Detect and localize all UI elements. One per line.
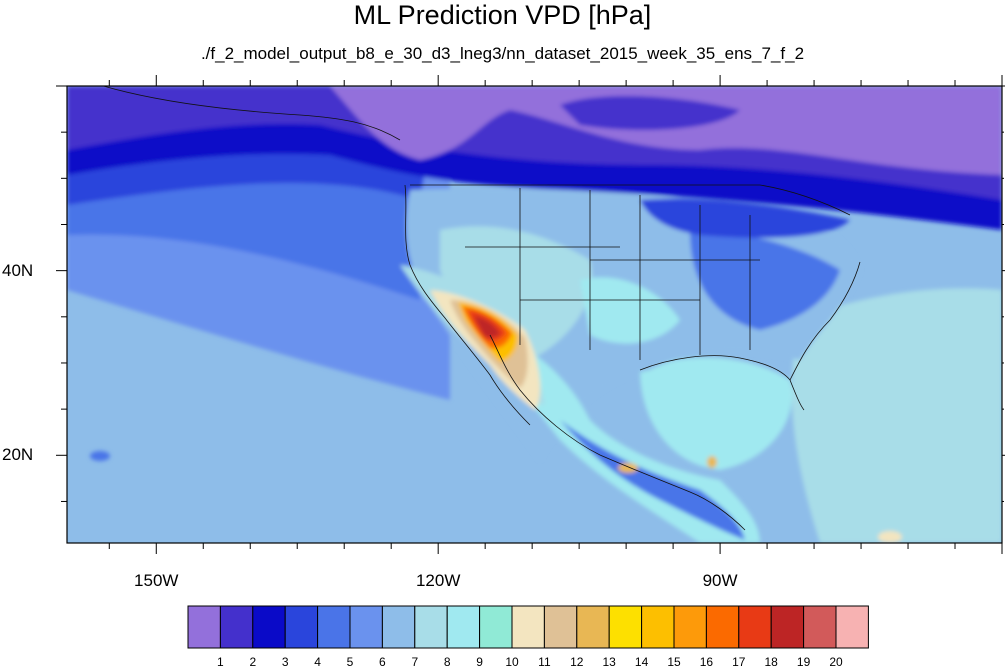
colorbar-swatch bbox=[543, 605, 578, 649]
colorbar-swatch bbox=[349, 605, 383, 649]
colorbar-swatch bbox=[479, 605, 513, 649]
vpd-field-plains bbox=[580, 277, 680, 344]
colorbar-label: 11 bbox=[538, 655, 551, 669]
colorbar-swatch bbox=[252, 605, 286, 649]
colorbar-swatch bbox=[381, 605, 416, 649]
colorbar-label: 8 bbox=[443, 655, 451, 669]
vpd-spot-mexico-2 bbox=[707, 456, 717, 468]
colorbar-swatch bbox=[608, 605, 643, 649]
colorbar-swatch bbox=[511, 605, 545, 649]
colorbar-swatch bbox=[673, 605, 707, 649]
colorbar-swatch bbox=[738, 605, 772, 649]
vpd-field-level-18 bbox=[474, 316, 500, 338]
colorbar-label: 20 bbox=[829, 655, 843, 669]
vpd-spot-hawaii bbox=[90, 451, 110, 461]
colorbar-label: 9 bbox=[476, 655, 483, 669]
lat-tick-label: 40N bbox=[2, 260, 34, 280]
colorbar-label: 10 bbox=[505, 655, 519, 669]
vpd-field-east bbox=[690, 230, 840, 330]
map-frame bbox=[66, 85, 1003, 544]
vpd-field-level-1 bbox=[330, 86, 1002, 175]
colorbar-swatch bbox=[835, 605, 869, 649]
colorbar-label: 13 bbox=[602, 655, 616, 669]
vpd-field-gulf bbox=[640, 357, 792, 470]
vpd-field-greatlakes bbox=[640, 198, 850, 238]
colorbar-swatch bbox=[576, 605, 610, 649]
colorbar-swatch bbox=[219, 605, 254, 649]
colorbar-label: 12 bbox=[570, 655, 584, 669]
colorbar-label: 3 bbox=[281, 655, 289, 669]
map-title: ML Prediction VPD [hPa] bbox=[353, 0, 652, 30]
colorbar-label: 4 bbox=[314, 655, 321, 669]
colorbar-swatch bbox=[705, 605, 740, 649]
lon-tick-label: 120W bbox=[415, 571, 461, 590]
lat-tick-label: 20N bbox=[2, 445, 34, 465]
coastlines bbox=[102, 86, 861, 531]
colorbar-swatch bbox=[803, 605, 837, 649]
colorbar-label: 5 bbox=[346, 655, 354, 669]
colorbar-label: 2 bbox=[249, 655, 257, 669]
vpd-field-atlantic bbox=[791, 288, 1002, 543]
vpd-spot-mexico-1 bbox=[618, 463, 638, 473]
colorbar-label: 6 bbox=[379, 655, 386, 669]
colorbar-swatch bbox=[284, 605, 319, 649]
vpd-spot-caribbean bbox=[878, 531, 902, 543]
colorbar-label: 17 bbox=[732, 655, 746, 669]
colorbar-swatch bbox=[446, 605, 481, 649]
colorbar-label: 15 bbox=[667, 655, 681, 669]
colorbar-label: 7 bbox=[411, 655, 419, 669]
lon-tick-label: 90W bbox=[702, 571, 738, 590]
lon-tick-label: 150W bbox=[134, 571, 179, 590]
vpd-field-mexico-coast bbox=[560, 420, 745, 540]
colorbar-label: 14 bbox=[634, 655, 649, 669]
colorbar-swatch bbox=[770, 605, 805, 649]
colorbar-label: 19 bbox=[796, 655, 811, 669]
colorbar-swatch bbox=[187, 605, 221, 649]
colorbar-label: 16 bbox=[699, 655, 714, 669]
colorbar-swatch bbox=[414, 605, 448, 649]
colorbar-swatch bbox=[641, 605, 675, 649]
colorbar-label: 1 bbox=[217, 655, 224, 669]
colorbar-swatch bbox=[317, 605, 351, 649]
vpd-field-level-2-patch bbox=[560, 95, 740, 130]
colorbar-label: 18 bbox=[764, 655, 778, 669]
map-subtitle: ./f_2_model_output_b8_e_30_d3_lneg3/nn_d… bbox=[200, 44, 805, 63]
